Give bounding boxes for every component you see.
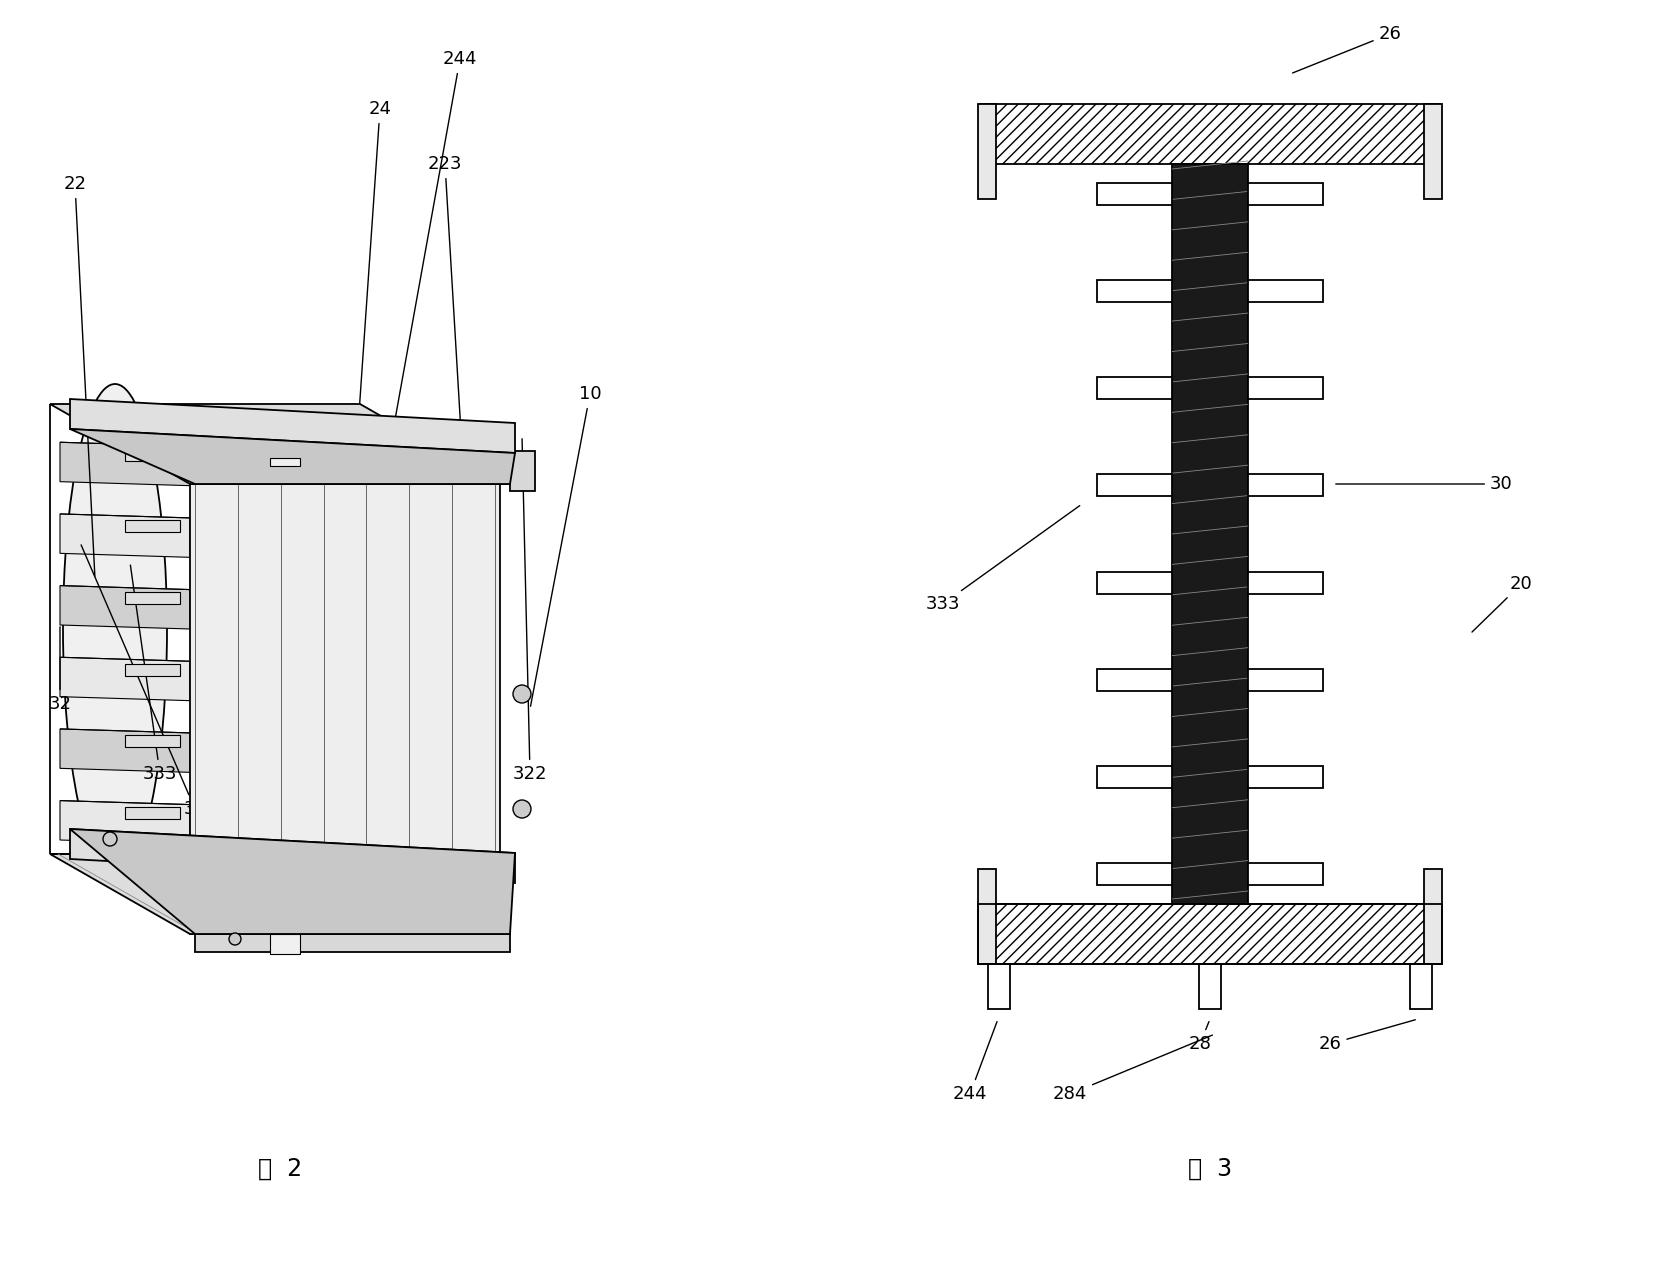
Bar bbox=[1097, 281, 1171, 302]
Text: 10: 10 bbox=[530, 386, 601, 707]
Text: 223: 223 bbox=[428, 155, 489, 916]
Bar bbox=[978, 870, 996, 964]
Polygon shape bbox=[196, 934, 510, 952]
Bar bbox=[124, 736, 181, 747]
Bar bbox=[1248, 281, 1322, 302]
Polygon shape bbox=[60, 800, 191, 844]
Text: 图  3: 图 3 bbox=[1186, 1157, 1231, 1181]
Bar bbox=[1097, 766, 1171, 787]
Bar bbox=[979, 904, 1440, 964]
Bar bbox=[979, 104, 1440, 164]
Bar bbox=[1171, 164, 1248, 904]
Text: 284: 284 bbox=[1052, 1035, 1211, 1103]
Circle shape bbox=[103, 832, 118, 846]
Bar bbox=[1097, 863, 1171, 885]
Text: 20: 20 bbox=[1471, 575, 1531, 632]
Text: 26: 26 bbox=[1292, 25, 1400, 73]
Bar bbox=[1097, 669, 1171, 690]
Bar bbox=[1097, 571, 1171, 594]
Text: 图  2: 图 2 bbox=[258, 1157, 302, 1181]
Polygon shape bbox=[60, 514, 191, 557]
Bar bbox=[1248, 474, 1322, 497]
Bar bbox=[1408, 964, 1432, 1009]
Circle shape bbox=[512, 800, 530, 818]
Polygon shape bbox=[70, 829, 515, 884]
Bar bbox=[270, 934, 300, 954]
Polygon shape bbox=[510, 451, 535, 492]
Bar bbox=[1097, 183, 1171, 205]
Bar bbox=[1248, 571, 1322, 594]
Text: 30: 30 bbox=[1336, 475, 1511, 493]
Bar bbox=[1423, 870, 1442, 964]
Polygon shape bbox=[50, 854, 500, 934]
Bar bbox=[1423, 104, 1442, 198]
Bar bbox=[1097, 474, 1171, 497]
Text: 322: 322 bbox=[512, 439, 547, 782]
Polygon shape bbox=[191, 484, 500, 934]
Bar bbox=[1248, 669, 1322, 690]
Bar bbox=[1248, 377, 1322, 399]
Bar bbox=[978, 904, 1442, 964]
Text: 32: 32 bbox=[48, 627, 71, 713]
Bar bbox=[124, 592, 181, 604]
Bar bbox=[124, 521, 181, 532]
Bar bbox=[1198, 964, 1220, 1009]
Ellipse shape bbox=[63, 384, 167, 873]
Bar bbox=[1248, 766, 1322, 787]
Bar bbox=[978, 104, 996, 198]
Bar bbox=[270, 458, 300, 466]
Text: 24: 24 bbox=[330, 100, 391, 832]
Text: 28: 28 bbox=[1188, 1021, 1211, 1053]
Polygon shape bbox=[50, 404, 500, 484]
Polygon shape bbox=[60, 729, 191, 772]
Text: 244: 244 bbox=[953, 1021, 996, 1103]
Polygon shape bbox=[60, 442, 191, 485]
Bar bbox=[1248, 863, 1322, 885]
Text: 26: 26 bbox=[1317, 1020, 1415, 1053]
Bar bbox=[124, 664, 181, 676]
Polygon shape bbox=[60, 657, 191, 700]
Bar bbox=[988, 964, 1009, 1009]
Text: 333: 333 bbox=[925, 506, 1079, 613]
Bar bbox=[1248, 183, 1322, 205]
Circle shape bbox=[229, 933, 240, 945]
Polygon shape bbox=[70, 399, 515, 453]
Bar bbox=[124, 449, 181, 461]
Text: 22: 22 bbox=[63, 174, 94, 576]
Circle shape bbox=[512, 685, 530, 703]
Text: 333: 333 bbox=[131, 565, 177, 782]
Polygon shape bbox=[196, 466, 510, 484]
Text: 33: 33 bbox=[81, 545, 207, 818]
Polygon shape bbox=[70, 829, 515, 934]
Text: 244: 244 bbox=[300, 51, 477, 944]
Polygon shape bbox=[70, 428, 515, 484]
Bar bbox=[1097, 377, 1171, 399]
Polygon shape bbox=[60, 585, 191, 629]
Bar bbox=[124, 808, 181, 819]
